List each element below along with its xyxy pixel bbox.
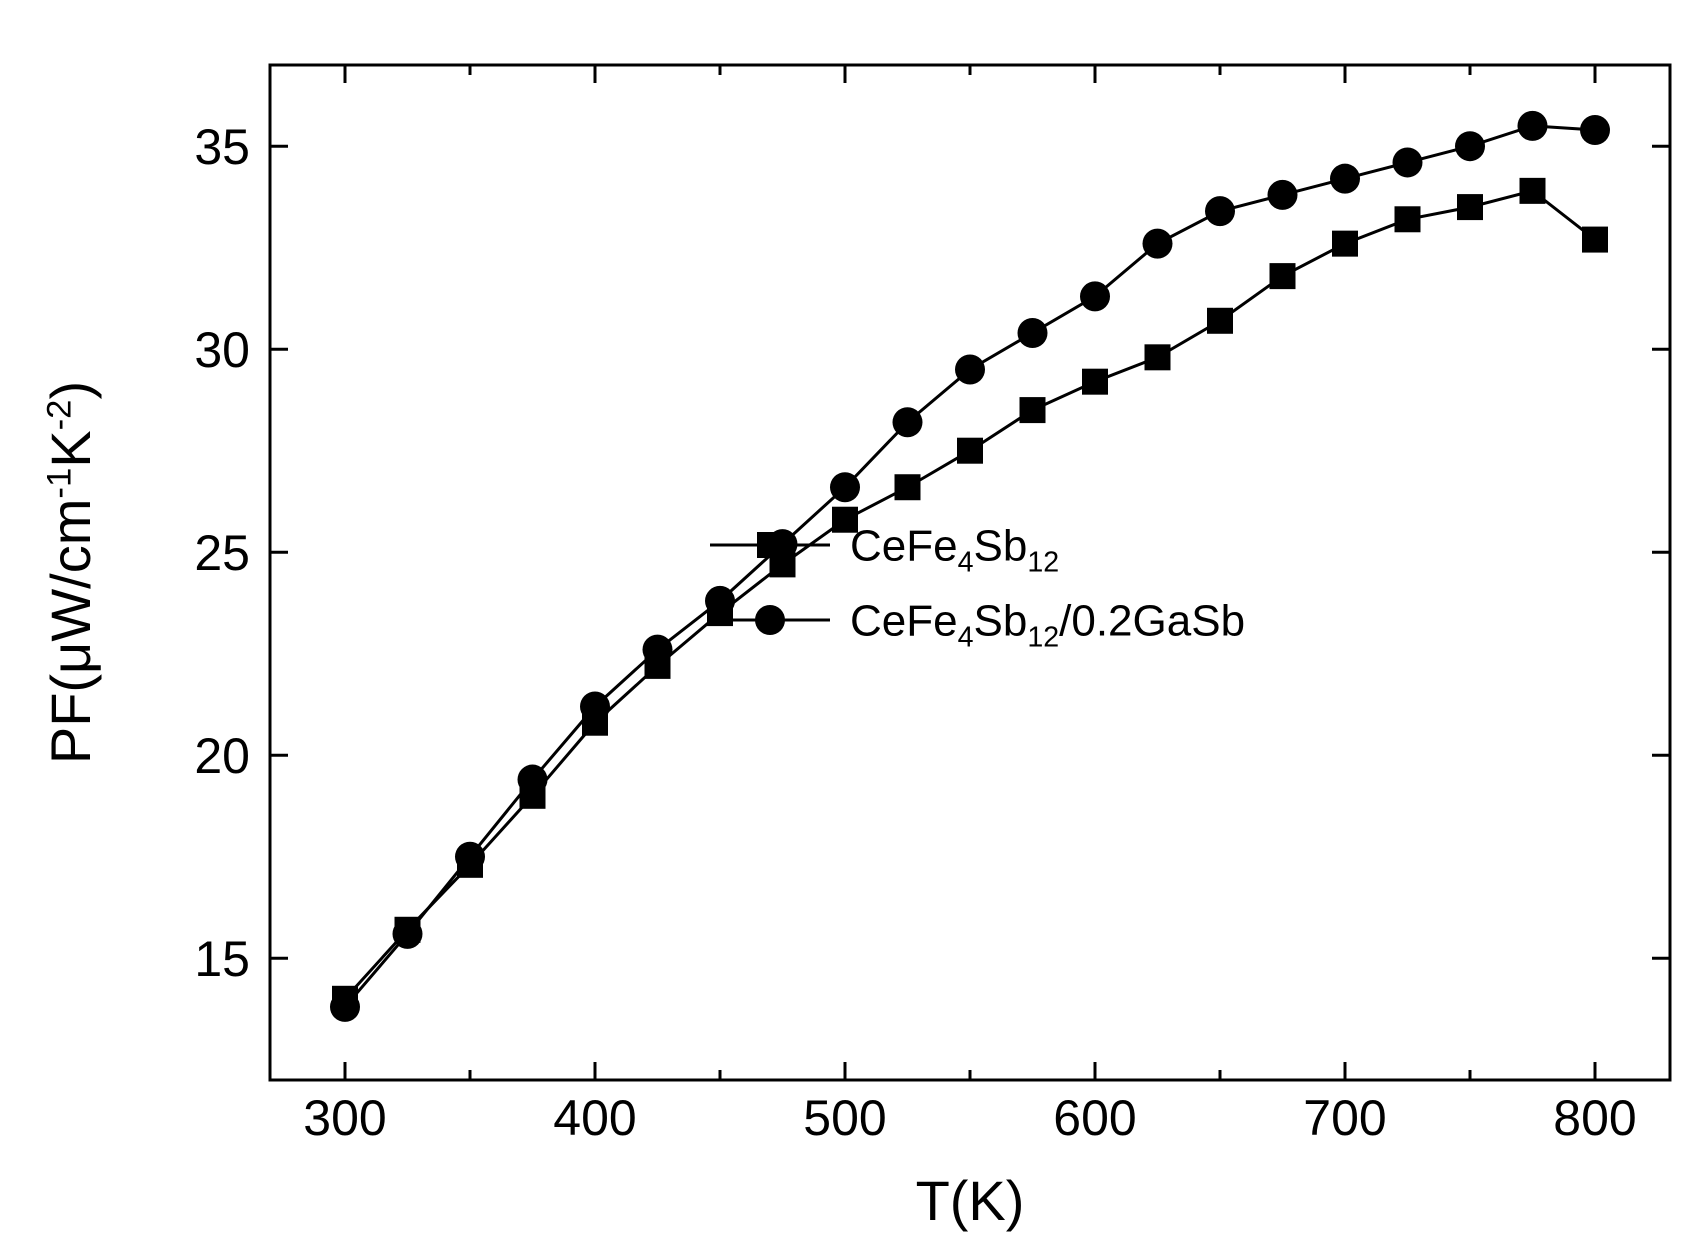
- svg-text:700: 700: [1303, 1090, 1386, 1146]
- svg-text:30: 30: [194, 322, 250, 378]
- svg-text:35: 35: [194, 119, 250, 175]
- svg-text:400: 400: [553, 1090, 636, 1146]
- svg-text:25: 25: [194, 525, 250, 581]
- svg-text:500: 500: [803, 1090, 886, 1146]
- svg-text:15: 15: [194, 931, 250, 987]
- svg-text:20: 20: [194, 728, 250, 784]
- svg-text:600: 600: [1053, 1090, 1136, 1146]
- y-axis-label: PF(μW/cm-1K-2): [39, 381, 102, 764]
- svg-text:800: 800: [1553, 1090, 1636, 1146]
- x-axis-label: T(K): [916, 1169, 1025, 1232]
- svg-text:300: 300: [303, 1090, 386, 1146]
- power-factor-chart: 300 400 500 600 700 800 15 20 25 30 35 T(K) PF(μW/cm…: [20, 20, 1696, 1239]
- chart-container: 300 400 500 600 700 800 15 20 25 30 35 T(K) PF(μW/cm…: [20, 20, 1696, 1239]
